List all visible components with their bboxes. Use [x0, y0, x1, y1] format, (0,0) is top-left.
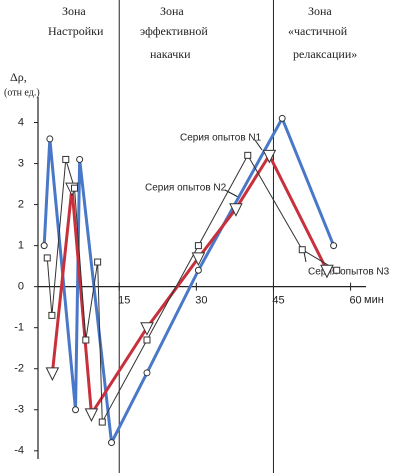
point [278, 114, 286, 122]
point [62, 155, 70, 163]
x-label: мин [364, 294, 384, 306]
point [143, 336, 151, 344]
x-tick-label: 15 [118, 295, 130, 307]
point [45, 367, 60, 381]
point [194, 266, 202, 274]
zone-title: Зона [62, 4, 86, 18]
annotation: Серия опытов N1 [180, 133, 262, 144]
arrow [303, 251, 307, 263]
point [320, 264, 334, 279]
point [40, 242, 48, 250]
y-label: (отн ед.) [4, 87, 40, 98]
y-tick-label: 1 [18, 240, 24, 252]
point [229, 203, 243, 217]
point [48, 311, 56, 319]
x-tick-label: 60 [349, 295, 361, 307]
zone-title: Зона [160, 4, 184, 18]
point [262, 149, 277, 164]
point [140, 322, 154, 336]
zone-title: эффективной [140, 24, 208, 38]
point [298, 246, 306, 254]
y-tick-label: -4 [14, 445, 24, 457]
annotation: Серия опытов N3 [308, 267, 390, 278]
y-tick-label: 4 [18, 116, 24, 128]
x-tick-label: 30 [195, 295, 207, 307]
point [71, 184, 79, 192]
point [82, 336, 90, 344]
point [333, 266, 341, 274]
y-tick-label: -3 [14, 404, 24, 416]
zone-title: «частичной [288, 24, 348, 38]
zone-title: релаксации» [293, 47, 357, 61]
point [84, 408, 99, 422]
y-tick-label: 3 [18, 157, 24, 169]
arrow [254, 139, 263, 151]
series-line [46, 154, 337, 423]
y-tick-label: 2 [18, 198, 24, 210]
annotation: Серия опытов N2 [145, 183, 227, 194]
x-tick-label: 45 [272, 295, 284, 307]
point [143, 369, 151, 377]
y-tick-label: -1 [14, 322, 24, 334]
point [244, 151, 252, 159]
point [43, 254, 51, 262]
point [194, 242, 202, 250]
y-tick-label: 0 [18, 281, 24, 293]
point [76, 155, 84, 163]
point [72, 406, 80, 414]
zone-title: Настройки [48, 24, 104, 38]
point [46, 135, 54, 143]
point [330, 242, 338, 250]
y-tick-label: -2 [14, 363, 24, 375]
zone-title: Зона [308, 4, 332, 18]
point [108, 439, 116, 447]
point [94, 258, 102, 266]
series-line [42, 116, 336, 445]
point [98, 418, 106, 426]
y-label: Δρ, [10, 70, 27, 84]
point [191, 252, 206, 267]
zone-title: накачки [150, 47, 191, 61]
